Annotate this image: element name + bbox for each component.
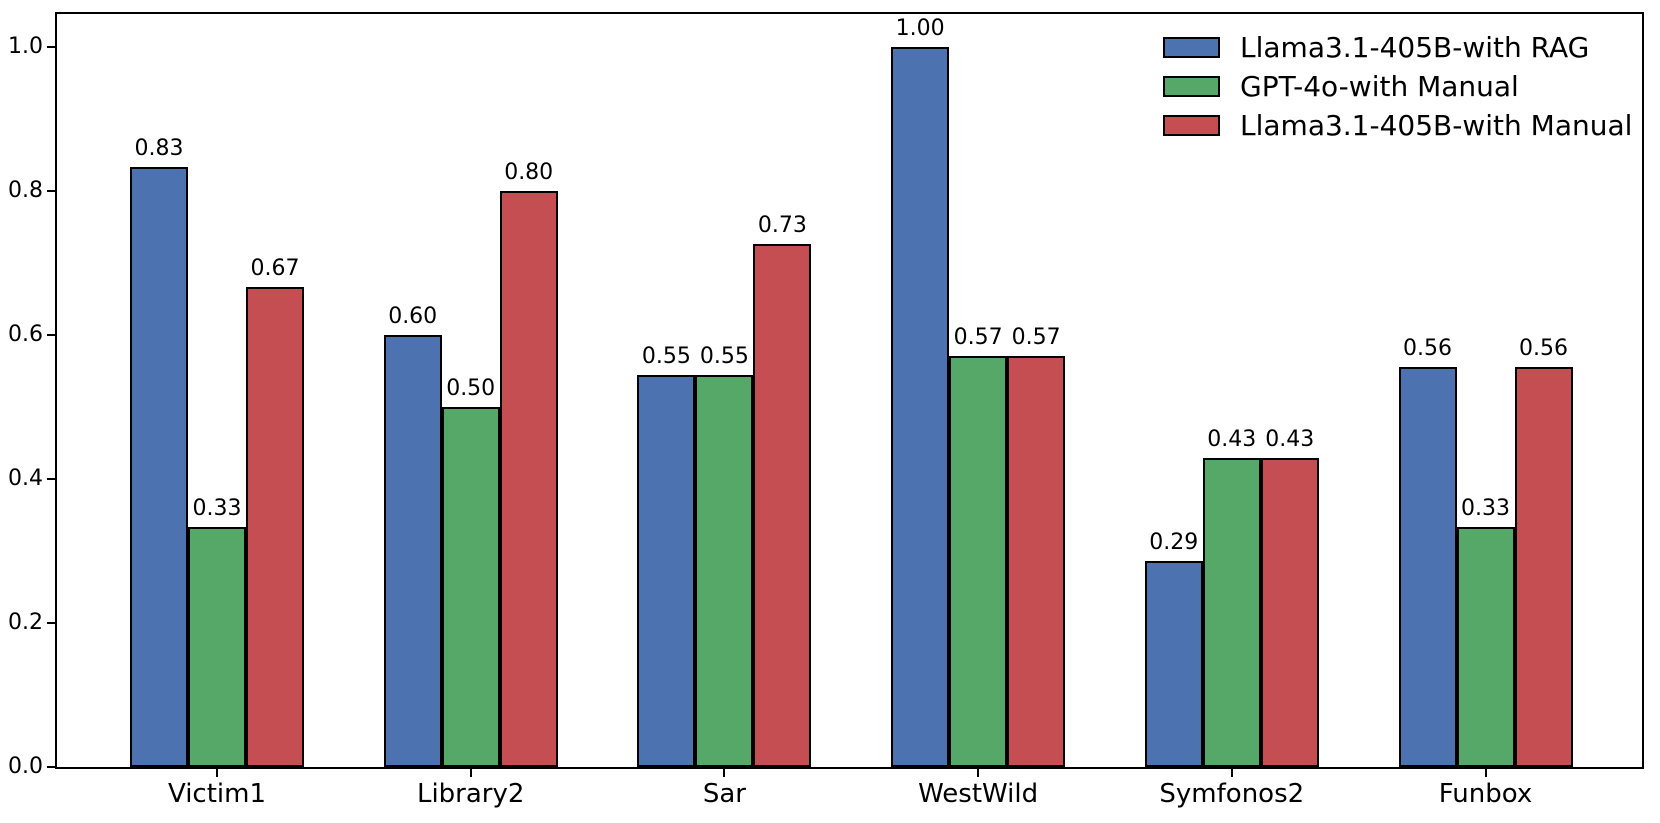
bar [891, 47, 950, 767]
legend-swatch-icon [1163, 37, 1220, 58]
y-tick-label: 0.2 [8, 610, 43, 635]
bar [499, 191, 558, 767]
plot-area: 0.83 0.33 0.67 0.60 0.50 0.80 0.55 0.55 0.73 1.00… [55, 12, 1644, 769]
bar-value-label: 0.43 [1265, 427, 1315, 452]
y-tick-label: 0.8 [8, 178, 43, 203]
bar-value-label: 0.56 [1519, 336, 1568, 361]
bar-value-label: 0.67 [250, 256, 300, 281]
bar-value-label: 1.00 [895, 16, 945, 41]
y-tick-mark [47, 478, 55, 480]
bar [1144, 561, 1203, 767]
x-tick-mark [216, 769, 218, 777]
y-tick-label: 1.0 [8, 34, 43, 59]
x-tick-mark [469, 769, 472, 777]
x-tick-label: Funbox [1438, 779, 1533, 809]
bar [1456, 527, 1515, 767]
legend: Llama3.1-405B-with RAG GPT-4o-with Manual… [1163, 31, 1632, 142]
legend-label: Llama3.1-405B-with RAG [1240, 31, 1590, 64]
x-tick-label: Library2 [416, 779, 525, 809]
bar [1202, 458, 1261, 767]
bar-value-label: 0.55 [641, 344, 691, 369]
bar-value-label: 0.56 [1403, 336, 1452, 361]
plot-inner: 0.83 0.33 0.67 0.60 0.50 0.80 0.55 0.55 0.73 1.00… [57, 14, 1642, 767]
x-tick-mark [723, 769, 726, 777]
bar-value-label: 0.33 [1461, 496, 1510, 521]
bar [130, 167, 188, 767]
legend-swatch-icon [1163, 76, 1220, 97]
x-tick-label: WestWild [918, 779, 1039, 809]
bar [637, 375, 696, 767]
bar [246, 287, 304, 767]
bar [949, 356, 1008, 767]
bar-value-label: 0.57 [953, 325, 1003, 350]
bar [1007, 356, 1066, 767]
y-tick-mark [47, 190, 55, 192]
y-tick-mark [47, 334, 55, 336]
legend-label: Llama3.1-405B-with Manual [1240, 109, 1633, 142]
y-tick-label: 0.4 [8, 466, 43, 491]
bar [1514, 367, 1573, 767]
x-tick-label: Symfonos2 [1159, 779, 1305, 809]
bar-value-label: 0.43 [1207, 427, 1257, 452]
bar [188, 527, 246, 767]
x-tick-mark [1484, 769, 1487, 777]
bar-value-label: 0.73 [757, 213, 807, 238]
y-tick-label: 0.0 [8, 754, 43, 779]
legend-item: Llama3.1-405B-with Manual [1163, 109, 1632, 142]
bar-value-label: 0.80 [504, 160, 554, 185]
x-tick-label: Victim1 [167, 779, 267, 809]
bar-value-label: 0.60 [388, 304, 438, 329]
bar-value-label: 0.50 [446, 376, 496, 401]
bar [753, 244, 812, 767]
bar-value-label: 0.83 [134, 136, 184, 161]
y-tick-label: 0.6 [8, 322, 43, 347]
x-tick-mark [977, 769, 980, 777]
bar [441, 407, 500, 767]
legend-label: GPT-4o-with Manual [1240, 70, 1519, 103]
legend-swatch-icon [1163, 115, 1220, 136]
bar [695, 375, 754, 767]
bar-value-label: 0.55 [699, 344, 749, 369]
y-tick-mark [47, 46, 55, 48]
legend-item: GPT-4o-with Manual [1163, 70, 1632, 103]
bar [383, 335, 442, 767]
y-tick-mark [47, 622, 55, 624]
y-tick-mark [47, 766, 55, 768]
bar-value-label: 0.57 [1011, 325, 1061, 350]
bar-value-label: 0.33 [192, 496, 242, 521]
bar [1398, 367, 1457, 767]
x-tick-mark [1230, 769, 1233, 777]
bar-value-label: 0.29 [1149, 530, 1199, 555]
legend-item: Llama3.1-405B-with RAG [1163, 31, 1632, 64]
x-tick-label: Sar [702, 779, 746, 809]
bar [1260, 458, 1319, 767]
